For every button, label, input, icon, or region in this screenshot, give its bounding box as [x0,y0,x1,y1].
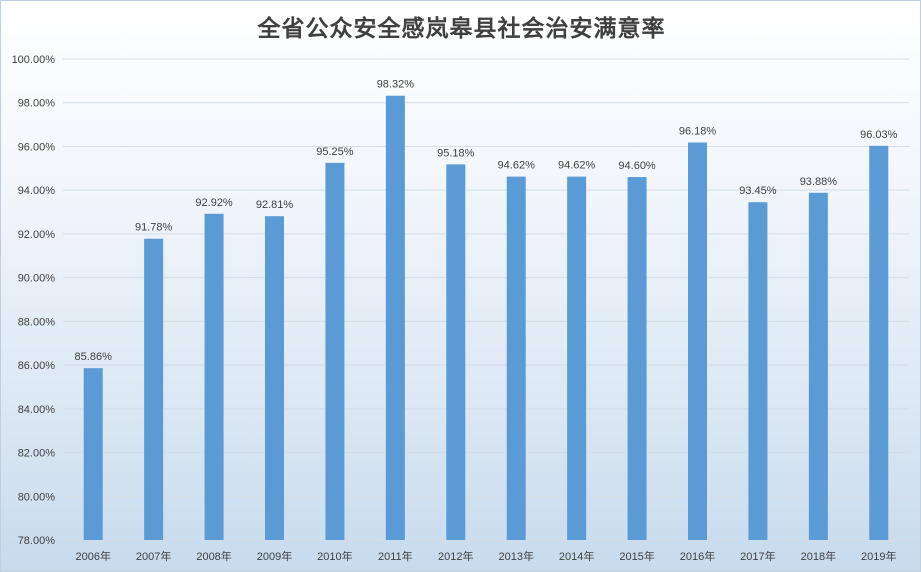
bar [506,176,526,541]
y-tick-label: 86.00% [18,360,56,372]
data-label: 95.25% [316,146,354,158]
x-tick-label: 2008年 [196,549,231,563]
bar [808,192,828,540]
x-tick-label: 2011年 [378,549,413,563]
x-axis-ticks: 2006年 2007年 2008年 2009年 2010年 2011年 2012年 2013年… [75,549,896,563]
x-tick-label: 2007年 [136,549,171,563]
data-label: 91.78% [135,222,173,234]
bar [204,213,224,540]
bar [627,177,647,540]
y-tick-label: 92.00% [18,229,56,241]
bar [144,238,164,540]
data-labels: 85.86% 91.78% 92.92% 92.81% 95.25% 98.32% 95.1… [75,79,898,363]
chart-title: 全省公众安全感岚皋县社会治安满意率 [257,15,666,42]
y-tick-label: 90.00% [18,273,56,285]
bar [688,142,707,540]
x-tick-label: 2012年 [438,549,473,563]
x-tick-label: 2006年 [75,549,110,563]
y-tick-label: 82.00% [18,448,56,460]
x-tick-label: 2010年 [317,549,352,563]
bar [446,164,466,540]
data-label: 92.81% [256,199,294,211]
y-axis-ticks: 78.00% 80.00% 82.00% 84.00% 86.00% 88.00% 90.0… [12,54,56,547]
gridlines [63,58,909,541]
data-label: 93.88% [800,176,838,188]
x-tick-label: 2014年 [559,549,594,563]
data-label: 94.62% [498,160,536,172]
y-tick-label: 80.00% [18,491,56,503]
bar [385,95,405,541]
bars [83,95,889,541]
data-label: 92.92% [195,197,233,209]
x-tick-label: 2018年 [801,549,836,563]
data-label: 94.60% [618,160,656,172]
bar [83,368,103,540]
y-tick-label: 98.00% [18,98,56,110]
data-label: 94.62% [558,160,596,172]
y-tick-label: 88.00% [18,316,56,328]
bar [567,176,587,541]
data-label: 85.86% [75,351,113,363]
x-tick-label: 2017年 [740,549,775,563]
data-label: 93.45% [739,185,777,197]
y-tick-label: 94.00% [18,185,56,197]
data-label: 96.18% [679,126,717,138]
y-tick-label: 100.00% [12,54,56,66]
x-tick-label: 2016年 [680,549,715,563]
bar [748,202,768,540]
x-tick-label: 2013年 [498,549,533,563]
bar [325,162,345,540]
x-tick-label: 2015年 [619,549,654,563]
y-tick-label: 84.00% [18,404,56,416]
bar [265,216,284,541]
bar [869,145,889,540]
x-tick-label: 2009年 [257,549,292,563]
y-tick-label: 78.00% [18,535,56,547]
data-label: 96.03% [860,129,898,141]
x-tick-label: 2019年 [861,549,896,563]
data-label: 95.18% [437,147,475,159]
y-tick-label: 96.00% [18,141,56,153]
data-label: 98.32% [377,79,415,91]
